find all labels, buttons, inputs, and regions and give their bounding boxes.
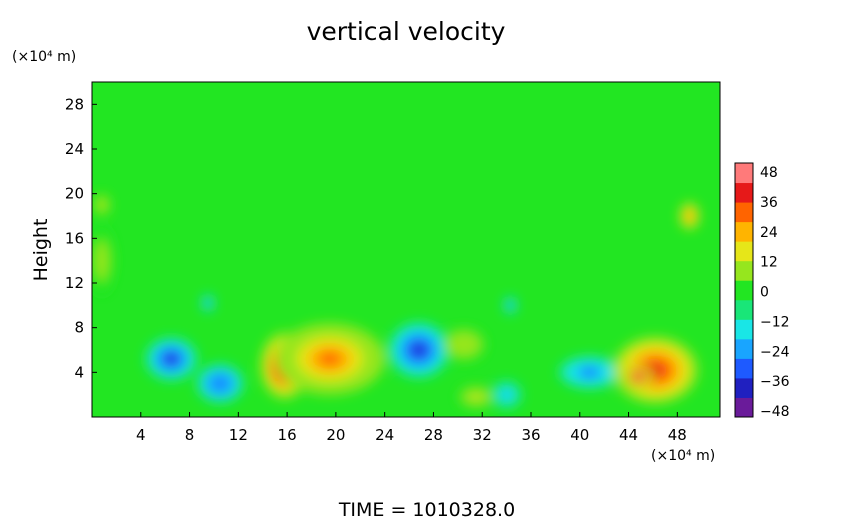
x-tick-label: 28 xyxy=(424,426,443,444)
time-label: TIME = 1010328.0 xyxy=(338,499,515,519)
velocity-cell xyxy=(635,374,642,380)
x-tick-label: 8 xyxy=(185,426,195,444)
x-tick-label: 24 xyxy=(375,426,394,444)
colorbar-tick-label: −48 xyxy=(760,404,790,420)
plot-frame xyxy=(91,81,721,418)
colorbar-tick-label: 0 xyxy=(760,285,769,301)
colorbar-swatch xyxy=(735,338,753,359)
colorbar-swatch xyxy=(735,397,753,418)
velocity-cell xyxy=(206,301,210,305)
colorbar-swatch xyxy=(735,319,753,340)
x-tick-label: 32 xyxy=(473,426,492,444)
colorbar-swatch xyxy=(735,280,753,301)
velocity-cell xyxy=(100,202,104,208)
colorbar-tick-label: −12 xyxy=(760,314,790,330)
velocity-cell xyxy=(472,394,480,400)
x-tick-label: 40 xyxy=(570,426,589,444)
velocity-cell xyxy=(583,368,596,376)
velocity-cell xyxy=(412,344,426,356)
y-tick-label: 28 xyxy=(65,95,84,113)
y-unit-label: (×10⁴ m) xyxy=(12,49,76,65)
velocity-features xyxy=(92,193,700,410)
colorbar-swatch xyxy=(735,358,753,379)
velocity-cell xyxy=(687,213,692,219)
y-axis-label: Height xyxy=(30,219,52,282)
colorbar-tick-label: 36 xyxy=(760,195,778,211)
colorbar-tick-label: 12 xyxy=(760,255,778,271)
colorbar-tick-label: 24 xyxy=(760,225,778,241)
feature-layer xyxy=(92,193,700,410)
y-tick-label: 12 xyxy=(65,274,84,292)
colorbar-swatch xyxy=(735,221,753,242)
velocity-cell xyxy=(459,341,469,348)
colorbar-tick-label: 48 xyxy=(760,165,778,181)
x-tick-label: 12 xyxy=(229,426,248,444)
colorbar-tick-label: −24 xyxy=(760,344,790,360)
y-tick-label: 20 xyxy=(65,185,84,203)
chart-title: vertical velocity xyxy=(307,17,506,46)
velocity-cell xyxy=(215,379,225,388)
velocity-cell xyxy=(509,303,512,308)
colorbar-swatch xyxy=(735,163,753,184)
x-tick-label: 16 xyxy=(278,426,297,444)
colorbar-tick-label: −36 xyxy=(760,374,790,390)
colorbar-swatch xyxy=(735,241,753,262)
colorbar-frame xyxy=(734,162,754,418)
y-tick-label: 24 xyxy=(65,140,84,158)
velocity-cell xyxy=(99,253,105,268)
velocity-cell xyxy=(503,391,510,398)
y-tick-label: 8 xyxy=(74,319,84,337)
y-tick-label: 4 xyxy=(74,363,84,381)
x-tick-label: 48 xyxy=(668,426,687,444)
x-unit-label: (×10⁴ m) xyxy=(651,448,715,464)
colorbar-swatch xyxy=(735,299,753,320)
velocity-cell xyxy=(318,351,341,367)
x-tick-label: 36 xyxy=(521,426,540,444)
x-axis: 4 8 12 16 20 24 28 32 36 40 44 48 xyxy=(136,412,687,444)
velocity-cell xyxy=(165,354,177,364)
x-tick-label: 44 xyxy=(619,426,638,444)
x-tick-label: 20 xyxy=(326,426,345,444)
x-tick-label: 4 xyxy=(136,426,146,444)
colorbar-swatch xyxy=(735,202,753,223)
colorbar-swatch xyxy=(735,260,753,281)
y-tick-label: 16 xyxy=(65,229,84,247)
colorbar-swatch xyxy=(735,377,753,398)
y-axis: 4 8 12 16 20 24 28 xyxy=(65,95,97,381)
colorbar: 48 36 24 12 0 −12 −24 −36 −48 xyxy=(734,162,790,420)
colorbar-swatch xyxy=(735,182,753,203)
